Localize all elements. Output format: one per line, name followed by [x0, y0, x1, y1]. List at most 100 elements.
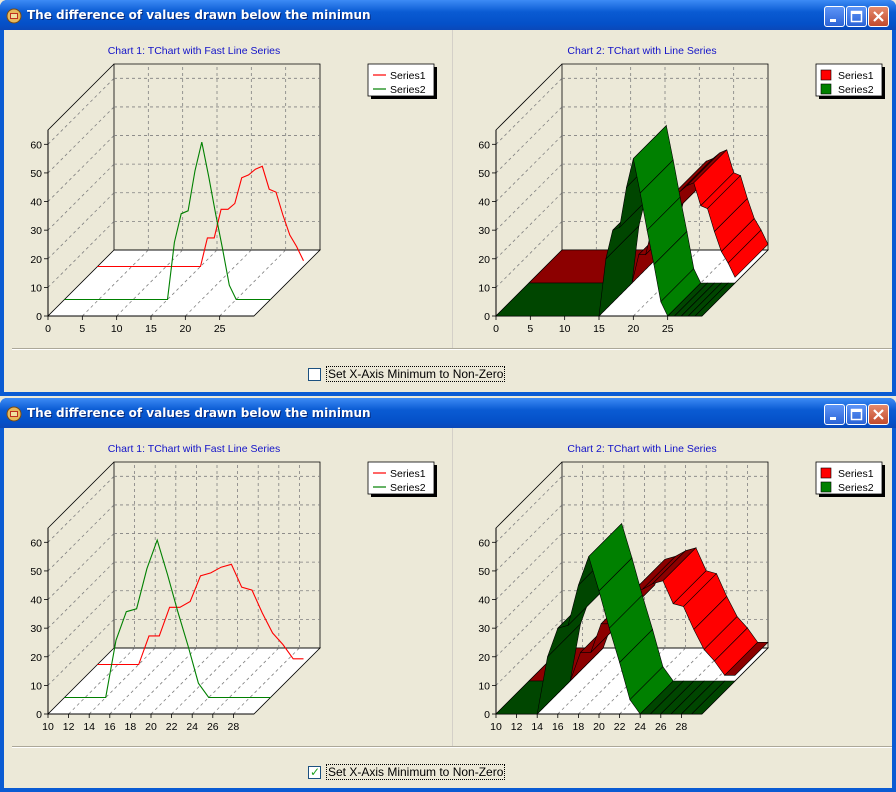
chart-back-wall	[561, 461, 769, 649]
series-line-1	[97, 165, 304, 268]
y-tick-label: 30	[30, 225, 42, 237]
chart-title: Chart 2: TChart with Line Series	[567, 443, 716, 455]
grid-line-y-side	[47, 78, 115, 145]
y-tick-label: 20	[478, 652, 490, 664]
maximize-button[interactable]	[846, 404, 867, 425]
series-line-1	[97, 563, 304, 666]
chart-title: Chart 2: TChart with Line Series	[567, 45, 716, 57]
checkbox-box[interactable]	[308, 368, 321, 381]
series-line-2	[64, 538, 271, 699]
chart-1[interactable]: Chart 1: TChart with Fast Line Series 0 10…	[4, 30, 444, 348]
y-tick-label: 60	[478, 537, 490, 549]
y-tick-label: 50	[30, 168, 42, 180]
checkbox-box[interactable]: ✓	[308, 765, 321, 779]
x-tick-label: 14	[531, 721, 543, 733]
y-tick-label: 50	[478, 566, 490, 578]
chart-2-svg: Chart 2: TChart with Line Series01020304…	[478, 443, 885, 733]
checkbox-label[interactable]: Set X-Axis Minimum to Non-Zero	[326, 764, 506, 780]
minimize-icon	[830, 417, 836, 420]
series-ribbon-1	[723, 642, 769, 676]
close-button[interactable]	[868, 404, 889, 425]
legend-label: Series2	[838, 482, 874, 494]
grid-line-y-side	[495, 504, 563, 572]
y-tick-label: 60	[30, 537, 42, 549]
y-tick-label: 40	[478, 197, 490, 209]
chart-1-svg: Chart 1: TChart with Fast Line Series 0 10…	[30, 45, 437, 335]
grid-line-y-side	[47, 504, 115, 572]
separator	[12, 348, 892, 350]
checkbox-label[interactable]: Set X-Axis Minimum to Non-Zero	[326, 366, 506, 382]
close-icon	[873, 11, 884, 22]
x-tick-label: 28	[676, 721, 688, 733]
grid-line-y-side	[495, 476, 563, 543]
window-client: Chart 1: TChart with Fast Line Series 0 10…	[4, 30, 892, 392]
separator	[12, 746, 892, 748]
y-tick-label: 0	[36, 311, 42, 323]
chart-floor	[47, 249, 321, 317]
chart-2[interactable]: Chart 2: TChart with Line Series 0 10 20 30 4…	[452, 30, 892, 348]
checkmark-icon: ✓	[310, 765, 321, 779]
y-tick-label: 60	[30, 139, 42, 151]
grid-line-y-side	[495, 533, 563, 600]
y-tick-label: 50	[30, 566, 42, 578]
legend-swatch	[820, 69, 832, 81]
title-bar[interactable]: The difference of values drawn below the…	[0, 0, 896, 30]
chart-2[interactable]: Chart 2: TChart with Line Series 0 10 20 30 4…	[452, 428, 892, 746]
y-tick-label: 40	[478, 595, 490, 607]
maximize-button[interactable]	[846, 6, 867, 27]
y-tick-label: 30	[30, 623, 42, 635]
title-bar[interactable]: The difference of values drawn below the…	[0, 398, 896, 428]
x-tick-label: 22	[614, 721, 626, 733]
close-icon	[873, 409, 884, 420]
x-tick-label: 24	[186, 721, 198, 733]
x-tick-label: 28	[228, 721, 240, 733]
close-button[interactable]	[868, 6, 889, 27]
chart-1[interactable]: Chart 1: TChart with Fast Line Series 0 10…	[4, 428, 444, 746]
maximize-icon	[850, 10, 863, 23]
grid-line-y-side	[47, 135, 115, 202]
series-line-2	[64, 141, 271, 301]
app-icon[interactable]	[6, 8, 22, 24]
legend-swatch	[820, 467, 832, 479]
app-window: The difference of values drawn below the…	[0, 398, 896, 792]
y-tick-label: 50	[478, 168, 490, 180]
grid-line-y-side	[47, 106, 115, 174]
x-tick-label: 14	[83, 721, 95, 733]
splitter	[452, 30, 453, 350]
minimize-button[interactable]	[824, 6, 845, 27]
x-tick-label: 15	[593, 323, 605, 335]
y-tick-label: 0	[484, 311, 490, 323]
legend-label: Series2	[390, 84, 426, 96]
legend-swatch	[820, 83, 832, 95]
legend-box	[367, 63, 435, 97]
x-tick-label: 10	[490, 721, 502, 733]
y-tick-label: 10	[30, 680, 42, 692]
minimize-button[interactable]	[824, 404, 845, 425]
chart-title: Chart 1: TChart with Fast Line Series	[108, 443, 281, 455]
y-tick-label: 0	[484, 709, 490, 721]
series-ribbon-2	[690, 680, 736, 715]
app-window: The difference of values drawn below the…	[0, 0, 896, 396]
series-ribbon-2	[694, 282, 736, 317]
x-tick-label: 20	[179, 323, 191, 335]
grid-line-y-side	[47, 561, 115, 629]
y-tick-label: 20	[478, 254, 490, 266]
grid-line-y-side	[47, 192, 115, 260]
y-tick-label: 60	[478, 139, 490, 151]
splitter	[452, 428, 453, 748]
legend-label: Series1	[390, 70, 426, 82]
x-tick-label: 26	[207, 721, 219, 733]
x-tick-label: 12	[511, 721, 523, 733]
grid-line-y-side	[47, 533, 115, 600]
x-tick-label: 26	[655, 721, 667, 733]
x-tick-label: 10	[42, 721, 54, 733]
x-tick-label: 22	[166, 721, 178, 733]
grid-line-y-side	[495, 135, 563, 202]
grid-line-y-side	[495, 163, 563, 231]
y-tick-label: 0	[36, 709, 42, 721]
x-tick-label: 18	[125, 721, 137, 733]
grid-line-y-side	[495, 192, 563, 260]
grid-line-y-side	[47, 163, 115, 231]
app-icon[interactable]	[6, 406, 22, 422]
legend-box	[367, 461, 435, 495]
